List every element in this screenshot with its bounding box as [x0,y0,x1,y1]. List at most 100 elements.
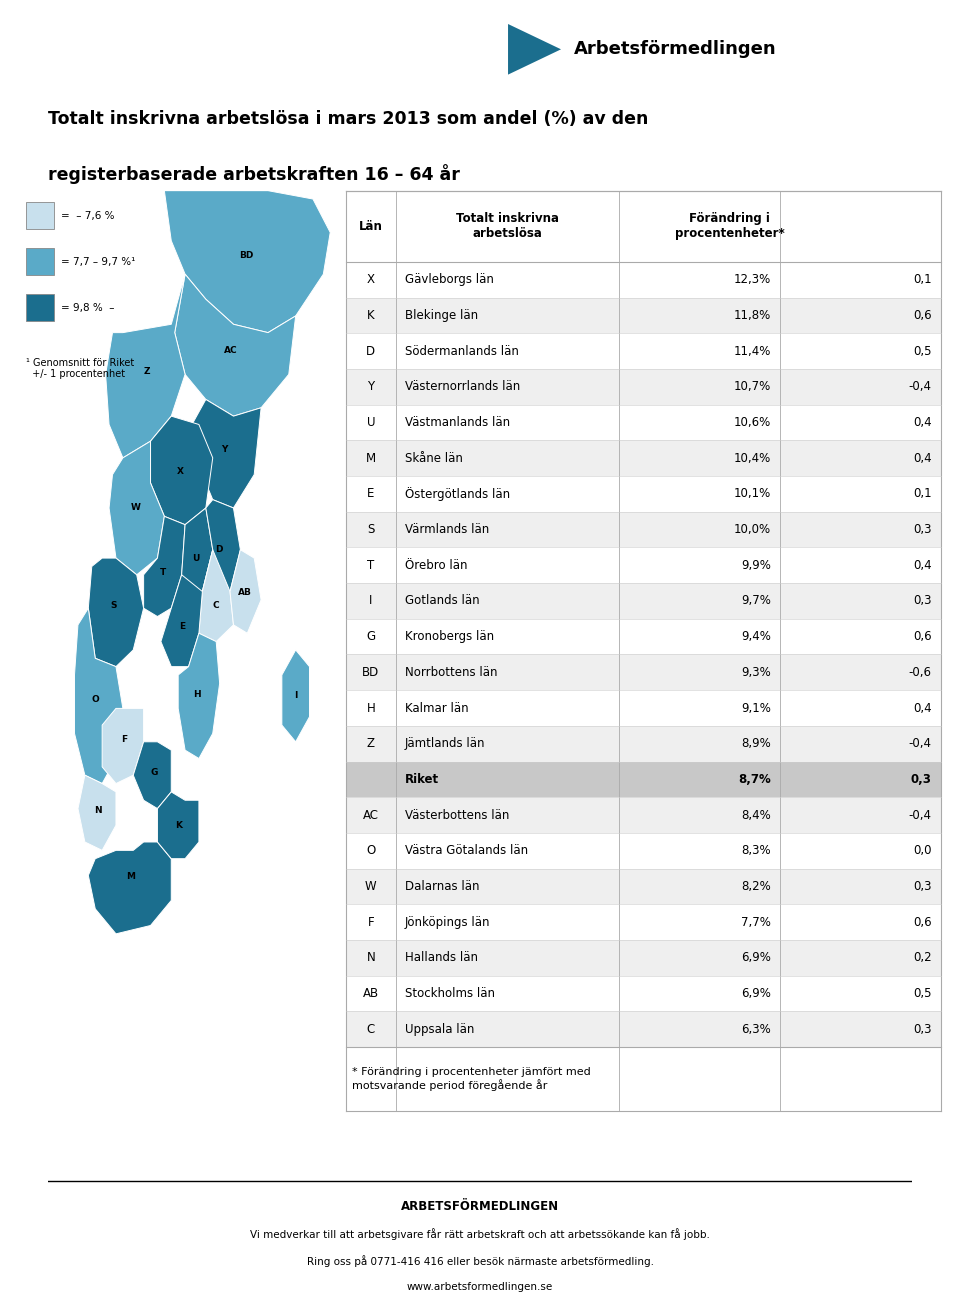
Text: X: X [367,274,375,287]
Text: 10,0%: 10,0% [734,523,771,537]
Text: = 9,8 %  –: = 9,8 % – [60,302,114,313]
Text: Östergötlands län: Östergötlands län [405,487,511,501]
Polygon shape [88,842,171,934]
Text: Västra Götalands län: Västra Götalands län [405,844,528,857]
Text: T: T [368,559,374,572]
Text: 10,4%: 10,4% [733,452,771,464]
Text: N: N [94,806,102,815]
Text: E: E [368,488,374,501]
Text: E: E [180,622,185,631]
Text: BD: BD [362,665,379,679]
Polygon shape [75,608,123,784]
Text: 8,3%: 8,3% [741,844,771,857]
Text: AB: AB [363,988,379,999]
FancyBboxPatch shape [346,976,941,1011]
FancyBboxPatch shape [26,249,54,275]
Polygon shape [203,500,240,600]
Text: Blekinge län: Blekinge län [405,309,478,322]
FancyBboxPatch shape [346,869,941,905]
Text: S: S [368,523,374,537]
FancyBboxPatch shape [346,512,941,547]
Text: www.arbetsformedlingen.se: www.arbetsformedlingen.se [407,1282,553,1291]
Text: 0,3: 0,3 [913,880,932,893]
Text: C: C [212,601,219,610]
Polygon shape [181,508,213,600]
Text: = 7,7 – 9,7 %¹: = 7,7 – 9,7 %¹ [60,256,135,267]
Text: K: K [367,309,374,322]
Text: Stockholms län: Stockholms län [405,988,495,999]
Text: 0,1: 0,1 [913,274,932,287]
Text: H: H [367,701,375,714]
Text: 9,9%: 9,9% [741,559,771,572]
Text: G: G [151,768,157,777]
Text: AC: AC [224,346,237,355]
FancyBboxPatch shape [346,726,941,761]
Polygon shape [508,24,561,75]
Text: 10,6%: 10,6% [733,416,771,429]
Text: Jönköpings län: Jönköpings län [405,915,491,928]
Text: 0,3: 0,3 [911,773,932,786]
Text: * Förändring i procentenheter jämfört med
motsvarande period föregående år: * Förändring i procentenheter jämfört me… [351,1066,590,1091]
FancyBboxPatch shape [346,619,941,655]
FancyBboxPatch shape [346,405,941,441]
FancyBboxPatch shape [346,191,941,262]
Text: 11,4%: 11,4% [733,345,771,358]
Polygon shape [151,416,213,525]
Text: Förändring i
procentenheter*: Förändring i procentenheter* [675,212,784,241]
FancyBboxPatch shape [346,370,941,405]
Polygon shape [199,550,233,642]
Text: 0,2: 0,2 [913,951,932,964]
Text: 9,3%: 9,3% [741,665,771,679]
Text: Skåne län: Skåne län [405,452,463,464]
Text: F: F [368,915,374,928]
Text: AB: AB [237,588,252,597]
Text: X: X [177,467,183,476]
Text: W: W [365,880,376,893]
Text: 0,3: 0,3 [913,594,932,608]
Text: 7,7%: 7,7% [741,915,771,928]
Polygon shape [157,792,199,859]
Polygon shape [109,441,164,575]
FancyBboxPatch shape [26,295,54,321]
Text: O: O [367,844,375,857]
Text: Södermanlands län: Södermanlands län [405,345,519,358]
Text: 0,5: 0,5 [913,345,932,358]
Text: 0,6: 0,6 [913,309,932,322]
Polygon shape [106,275,185,458]
FancyBboxPatch shape [346,476,941,512]
Text: Västernorrlands län: Västernorrlands län [405,380,520,393]
FancyBboxPatch shape [26,203,54,229]
Text: Totalt inskrivna
arbetslösa: Totalt inskrivna arbetslösa [456,212,560,241]
Polygon shape [144,517,185,617]
FancyBboxPatch shape [346,690,941,726]
Text: W: W [131,504,140,513]
Text: Län: Län [359,220,383,233]
Text: 8,9%: 8,9% [741,738,771,750]
FancyBboxPatch shape [346,1011,941,1047]
Text: M: M [126,872,135,881]
Text: 0,0: 0,0 [913,844,932,857]
Text: Y: Y [368,380,374,393]
Text: M: M [366,452,376,464]
Text: 10,7%: 10,7% [733,380,771,393]
Text: N: N [367,951,375,964]
Polygon shape [175,275,296,416]
Text: F: F [121,735,127,744]
Text: 0,6: 0,6 [913,630,932,643]
Text: Västmanlands län: Västmanlands län [405,416,511,429]
Text: U: U [367,416,375,429]
Text: 8,4%: 8,4% [741,809,771,822]
Text: U: U [192,554,200,563]
Polygon shape [78,776,116,851]
Text: Totalt inskrivna arbetslösa i mars 2013 som andel (%) av den: Totalt inskrivna arbetslösa i mars 2013 … [48,110,648,129]
Text: 8,7%: 8,7% [738,773,771,786]
Text: 0,1: 0,1 [913,488,932,501]
Text: 0,4: 0,4 [913,416,932,429]
Text: Vi medverkar till att arbetsgivare får rätt arbetskraft och att arbetssökande ka: Vi medverkar till att arbetsgivare får r… [250,1228,710,1240]
Text: ARBETSFÖRMEDLINGEN: ARBETSFÖRMEDLINGEN [401,1201,559,1214]
Text: 9,1%: 9,1% [741,701,771,714]
FancyBboxPatch shape [346,262,941,297]
Text: 0,6: 0,6 [913,915,932,928]
Text: 6,9%: 6,9% [741,951,771,964]
Text: I: I [370,594,372,608]
